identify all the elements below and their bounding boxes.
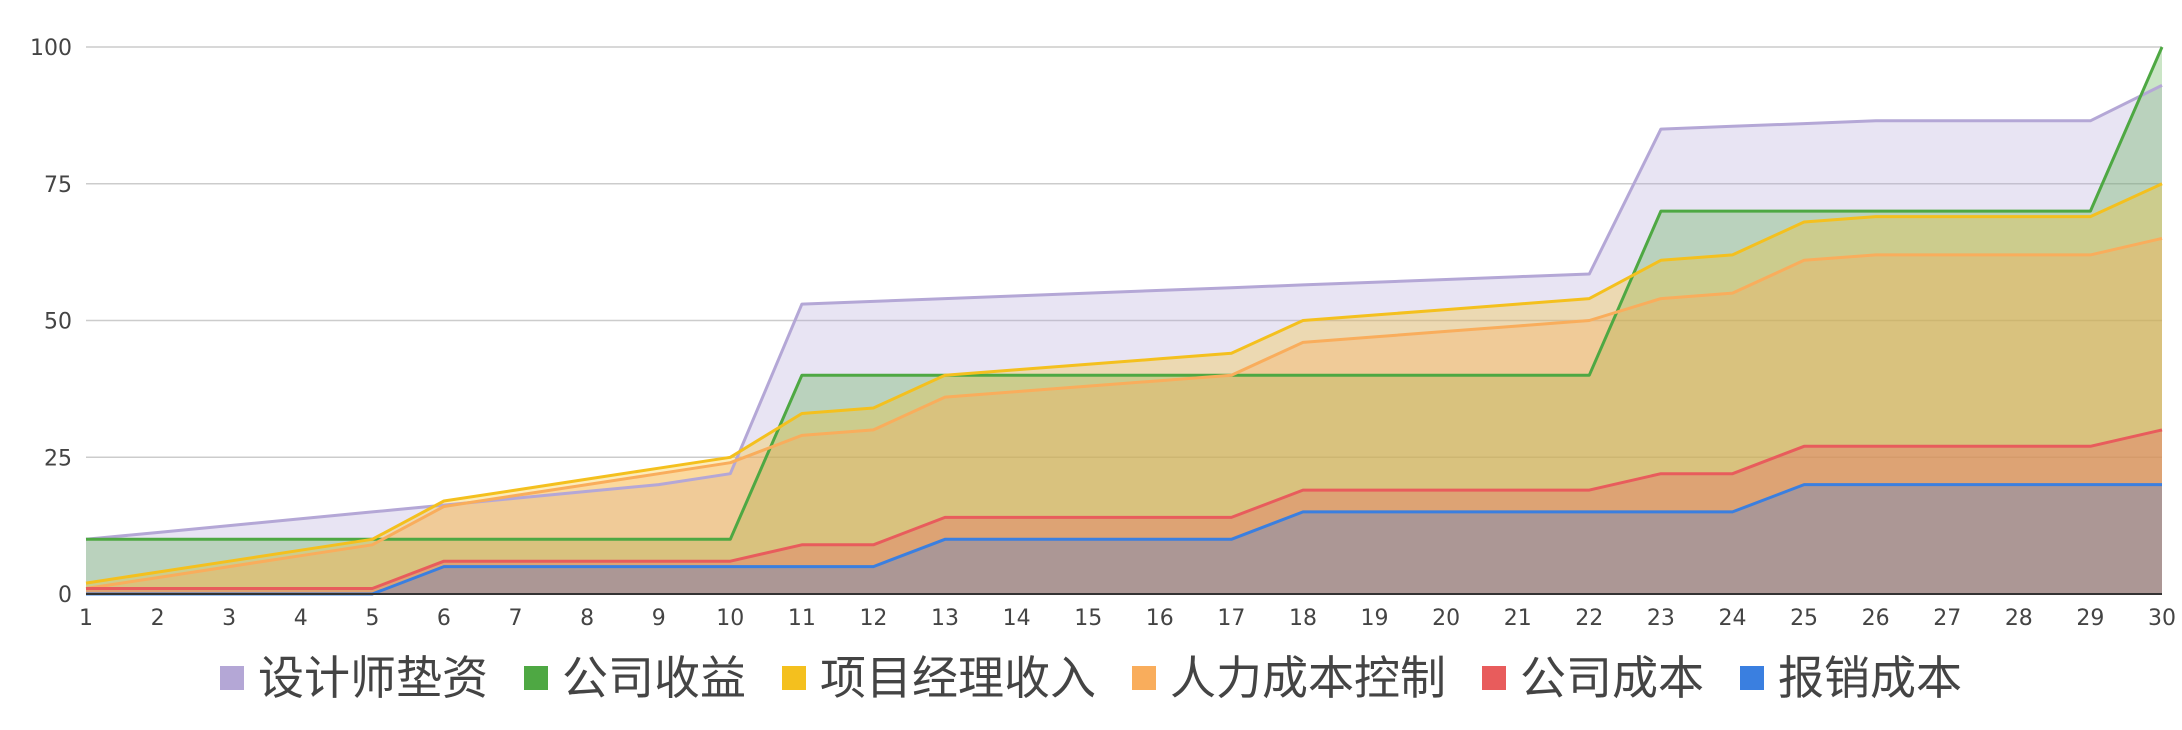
legend-swatch [782, 666, 806, 690]
x-tick-label: 26 [1862, 606, 1890, 631]
y-tick-label: 0 [58, 583, 72, 608]
x-tick-label: 6 [437, 606, 451, 631]
x-tick-label: 11 [788, 606, 816, 631]
x-tick-label: 15 [1074, 606, 1102, 631]
x-tick-label: 2 [151, 606, 165, 631]
legend-label: 人力成本控制 [1170, 651, 1446, 705]
series-line [86, 46, 2164, 541]
series-line [85, 182, 2163, 585]
series-area [86, 183, 2162, 595]
x-tick-label: 16 [1146, 606, 1174, 631]
legend: 设计师垫资 公司收益 项目经理收入 人力成本控制 公司成本 报销成本 [220, 651, 1962, 705]
y-tick-label: 100 [30, 36, 72, 61]
legend-item: 人力成本控制 [1132, 651, 1446, 705]
legend-item: 公司收益 [524, 651, 746, 705]
legend-label: 公司收益 [562, 651, 746, 705]
x-tick-label: 24 [1718, 606, 1746, 631]
x-tick-label: 13 [931, 606, 959, 631]
x-tick-label: 29 [2076, 606, 2104, 631]
y-tick-label: 50 [44, 310, 72, 335]
x-tick-label: 10 [716, 606, 744, 631]
legend-label: 报销成本 [1778, 651, 1962, 705]
x-tick-label: 27 [1933, 606, 1961, 631]
series-line [86, 483, 2162, 596]
x-tick-label: 4 [294, 606, 308, 631]
x-tick-label: 25 [1790, 606, 1818, 631]
series-area [86, 429, 2162, 594]
x-tick-label: 30 [2148, 606, 2176, 631]
x-tick-label: 5 [365, 606, 379, 631]
y-tick-label: 25 [44, 446, 72, 471]
x-tick-label: 3 [222, 606, 236, 631]
legend-item: 公司成本 [1482, 651, 1704, 705]
x-tick-label: 22 [1575, 606, 1603, 631]
legend-label: 设计师垫资 [258, 651, 488, 705]
gridlines [86, 46, 2162, 458]
legend-item: 项目经理收入 [782, 651, 1096, 705]
series-lines [85, 46, 2164, 596]
legend-swatch [524, 666, 548, 690]
legend-swatch [1482, 666, 1506, 690]
x-tick-label: 8 [580, 606, 594, 631]
x-tick-label: 14 [1003, 606, 1031, 631]
x-tick-label: 19 [1361, 606, 1389, 631]
x-tick-label: 7 [509, 606, 523, 631]
x-tick-label: 1 [79, 606, 93, 631]
x-tick-label: 20 [1432, 606, 1460, 631]
x-tick-label: 21 [1504, 606, 1532, 631]
series-line [86, 428, 2163, 590]
legend-label: 公司成本 [1520, 651, 1704, 705]
series-line [85, 236, 2163, 590]
y-tick-label: 75 [44, 173, 72, 198]
x-tick-label: 18 [1289, 606, 1317, 631]
x-tick-label: 17 [1217, 606, 1245, 631]
legend-label: 项目经理收入 [820, 651, 1096, 705]
series-area [86, 85, 2162, 595]
x-tick-label: 9 [652, 606, 666, 631]
legend-item: 报销成本 [1740, 651, 1962, 705]
legend-swatch [1132, 666, 1156, 690]
x-tick-label: 12 [859, 606, 887, 631]
series-area [86, 238, 2162, 594]
legend-swatch [220, 666, 244, 690]
x-tick-label: 28 [2005, 606, 2033, 631]
series-area [86, 47, 2162, 594]
legend-item: 设计师垫资 [220, 651, 488, 705]
x-tick-label: 23 [1647, 606, 1675, 631]
legend-swatch [1740, 666, 1764, 690]
